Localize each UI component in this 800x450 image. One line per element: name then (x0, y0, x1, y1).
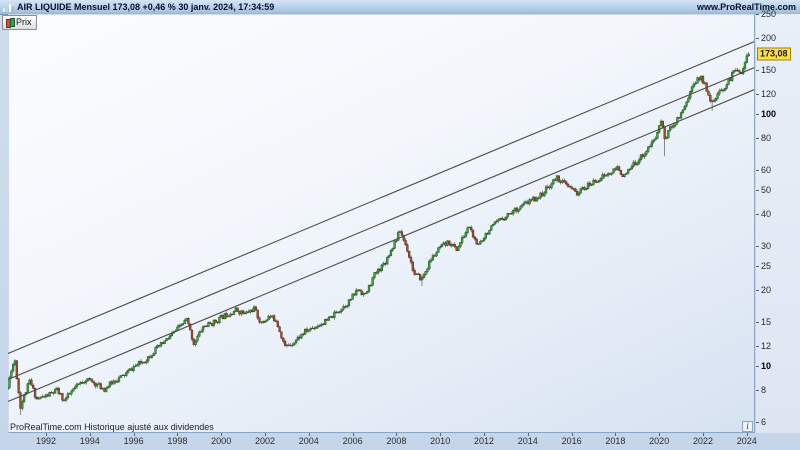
x-axis-tick (352, 433, 354, 436)
y-axis-label: 50 (761, 184, 772, 195)
y-axis-label: 120 (761, 89, 777, 100)
y-axis-label: 10 (761, 361, 772, 371)
x-axis-label: 1992 (35, 436, 57, 446)
x-axis-tick (177, 433, 179, 436)
instrument-title: AIR LIQUIDE Mensuel 173,08 +0,46 % 30 ja… (17, 2, 275, 12)
x-axis-tick (221, 433, 223, 436)
x-axis-label: 2020 (649, 436, 670, 446)
x-axis-tick (703, 433, 704, 436)
adjusted-history-note: ProRealTime.com Historique ajusté aux di… (10, 422, 214, 432)
x-axis-label: 2002 (254, 436, 276, 446)
y-axis-label: 6 (761, 416, 767, 427)
last-price-tag: 173,08 (757, 47, 791, 61)
x-axis-label: 1996 (123, 436, 144, 446)
y-axis-tick (756, 94, 759, 96)
x-axis-label: 2008 (386, 436, 407, 446)
x-axis-tick (46, 433, 47, 436)
y-axis-label: 8 (761, 385, 767, 396)
y-axis-tick (756, 69, 759, 71)
x-axis-tick (571, 433, 573, 436)
candlestick-icon (6, 18, 15, 28)
x-axis-tick (527, 433, 529, 436)
y-axis-label: 20 (761, 285, 772, 296)
y-axis-label: 12 (761, 341, 772, 352)
y-axis-label: 60 (761, 164, 772, 175)
y-axis-tick (756, 245, 759, 247)
y-axis-tick (756, 114, 759, 115)
y-axis-tick (756, 265, 759, 267)
y-axis-tick (756, 38, 759, 40)
y-axis-label: 25 (761, 260, 772, 271)
y-axis-tick (756, 169, 759, 171)
info-icon[interactable]: i (742, 421, 753, 432)
y-axis-tick (756, 421, 759, 423)
y-axis-tick (756, 346, 759, 348)
y-axis-label: 30 (761, 240, 772, 251)
x-axis-tick (615, 433, 617, 436)
x-axis-label: 2012 (473, 436, 495, 446)
y-axis-label: 100 (761, 109, 777, 119)
x-axis-label: 2000 (211, 436, 232, 446)
tab-prix[interactable]: Prix (2, 15, 37, 30)
y-axis-tick (756, 290, 759, 292)
x-axis-tick (440, 433, 442, 436)
y-axis-label: 15 (761, 316, 772, 327)
x-axis-label: 1998 (167, 436, 188, 446)
title-bar: AIR LIQUIDE Mensuel 173,08 +0,46 % 30 ja… (0, 0, 800, 15)
x-axis-label: 2004 (298, 436, 319, 446)
x-axis-tick (308, 433, 310, 436)
y-axis-label: 150 (761, 64, 777, 75)
price-axis-panel[interactable] (756, 14, 800, 433)
x-axis-tick (133, 433, 135, 436)
x-axis-tick (396, 433, 398, 436)
mini-bar-chart-icon (3, 3, 14, 12)
y-axis-label: 200 (761, 33, 777, 44)
y-axis-label: 80 (761, 133, 772, 144)
y-axis-tick (756, 13, 759, 15)
x-axis-tick (746, 433, 748, 436)
x-axis-label: 2016 (561, 436, 582, 446)
x-axis-label: 2018 (605, 436, 626, 446)
x-axis-tick (484, 433, 485, 436)
x-axis-label: 2022 (692, 436, 714, 446)
y-axis-label: 40 (761, 209, 772, 220)
x-axis-label: 2006 (342, 436, 363, 446)
y-axis-tick (756, 138, 759, 140)
x-axis-label: 2010 (430, 436, 451, 446)
x-axis-tick (89, 433, 91, 436)
x-axis-label: 2014 (517, 436, 538, 446)
price-plot-area[interactable] (8, 14, 755, 433)
y-axis-tick (756, 366, 759, 367)
x-axis-tick (265, 433, 266, 436)
y-axis-tick (756, 189, 759, 191)
x-axis-tick (659, 433, 661, 436)
x-axis-label: 1994 (79, 436, 100, 446)
y-axis-tick (756, 214, 759, 216)
y-axis-tick (756, 321, 759, 323)
y-axis-tick (756, 390, 759, 392)
tab-prix-label: Prix (16, 17, 32, 27)
x-axis-label: 2024 (736, 436, 757, 446)
y-axis-label: 250 (761, 8, 777, 19)
website-link[interactable]: www.ProRealTime.com (696, 2, 796, 12)
